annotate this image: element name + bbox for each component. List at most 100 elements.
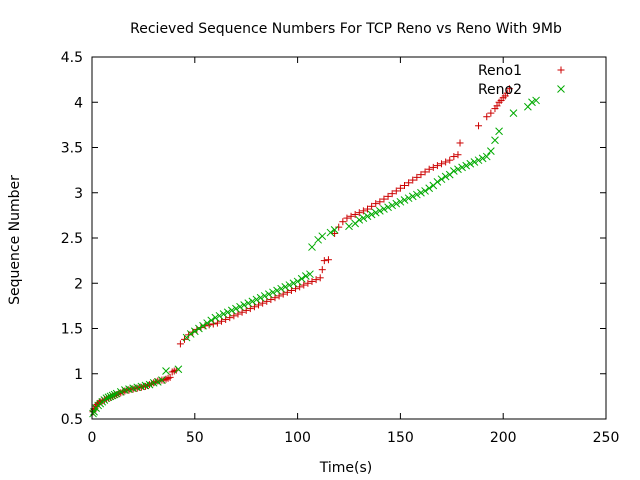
x-axis-label: Time(s): [319, 460, 372, 476]
data-point-reno1: [487, 109, 495, 117]
data-point-reno1: [267, 296, 275, 304]
data-point-reno2: [297, 274, 306, 283]
data-point-reno1: [355, 209, 363, 217]
data-point-reno1: [238, 308, 246, 316]
data-point-reno2: [306, 270, 314, 279]
chart-title: Recieved Sequence Numbers For TCP Reno v…: [130, 21, 562, 37]
data-point-reno1: [308, 277, 316, 285]
data-point-reno2: [236, 302, 244, 311]
data-point-reno1: [368, 202, 376, 210]
data-point-reno2: [158, 376, 166, 384]
data-point-reno2: [404, 194, 413, 203]
data-point-reno1: [343, 214, 351, 222]
data-point-reno1: [292, 285, 300, 293]
y-tick-label: 2: [74, 276, 83, 292]
data-point-reno1: [450, 153, 458, 161]
x-tick-label: 100: [284, 430, 311, 446]
data-point-reno2: [232, 304, 240, 313]
y-tick-label: 0.5: [61, 412, 83, 428]
data-point-reno2: [375, 206, 384, 215]
data-point-reno2: [482, 152, 491, 161]
legend: Reno1 Reno2: [478, 63, 565, 98]
legend-label-reno1: Reno1: [478, 63, 522, 79]
x-tick-label: 150: [387, 430, 414, 446]
data-point-reno2: [199, 321, 207, 330]
data-point-reno2: [470, 158, 479, 166]
x-tick-label: 250: [593, 430, 620, 446]
data-point-reno2: [106, 392, 115, 401]
data-point-reno2: [108, 391, 117, 400]
data-point-reno2: [215, 311, 224, 320]
data-point-reno1: [300, 281, 308, 289]
data-point-reno1: [331, 229, 339, 237]
data-point-reno2: [326, 228, 335, 237]
data-point-reno2: [318, 232, 327, 241]
data-point-reno1: [503, 89, 511, 97]
data-point-reno1: [271, 294, 279, 302]
data-point-reno2: [392, 199, 401, 208]
data-point-reno1: [275, 292, 283, 300]
legend-marker-reno2: [557, 85, 565, 93]
data-point-reno1: [335, 223, 343, 231]
data-point-reno2: [174, 365, 183, 374]
data-point-reno1: [376, 198, 384, 206]
data-point-reno2: [289, 279, 298, 288]
data-point-reno2: [528, 98, 536, 107]
data-point-reno2: [509, 109, 518, 117]
data-point-reno2: [256, 293, 265, 302]
data-point-reno1: [287, 286, 295, 294]
data-point-reno2: [223, 308, 232, 317]
data-point-reno1: [493, 102, 501, 110]
data-point-reno1: [176, 340, 184, 348]
data-point-reno2: [425, 184, 434, 193]
data-point-reno1: [483, 113, 491, 121]
data-point-reno1: [425, 165, 433, 173]
data-point-reno2: [412, 190, 421, 199]
data-point-reno2: [110, 390, 119, 399]
data-point-reno1: [324, 256, 332, 264]
data-point-reno2: [227, 306, 236, 315]
data-point-reno2: [396, 197, 405, 206]
data-point-reno2: [203, 319, 211, 327]
data-point-reno1: [429, 163, 437, 171]
data-point-reno1: [226, 314, 234, 322]
data-point-reno1: [413, 173, 421, 181]
data-point-reno2: [277, 284, 286, 293]
y-tick-label: 3.5: [61, 141, 83, 157]
axis-ticks: 0 50 100 150 200 250 0.5 1 1.5 2 2.5 3 3.5 4 4.5: [61, 50, 620, 446]
data-point-reno1: [279, 290, 287, 298]
y-tick-label: 4: [74, 95, 83, 111]
data-point-reno1: [296, 283, 304, 291]
x-tick-label: 200: [490, 430, 517, 446]
data-point-reno1: [283, 288, 291, 296]
plot-area: [89, 85, 540, 418]
data-point-reno1: [320, 257, 328, 265]
legend-label-reno2: Reno2: [478, 82, 522, 98]
data-point-reno2: [285, 281, 294, 289]
data-point-reno2: [102, 394, 111, 403]
data-point-reno2: [441, 172, 450, 181]
data-point-reno1: [384, 192, 392, 200]
data-point-reno1: [405, 179, 413, 187]
data-point-reno2: [273, 286, 281, 295]
data-point-reno2: [363, 212, 372, 221]
data-point-reno2: [264, 290, 273, 298]
data-point-reno1: [222, 315, 230, 323]
data-point-reno2: [330, 226, 339, 234]
data-point-reno1: [347, 212, 355, 220]
data-point-reno1: [304, 279, 312, 287]
data-point-reno2: [104, 393, 113, 402]
x-tick-label: 50: [186, 430, 204, 446]
data-point-reno2: [371, 208, 380, 217]
data-point-reno2: [345, 222, 353, 231]
data-point-reno1: [263, 297, 271, 305]
data-point-reno2: [211, 313, 220, 322]
data-point-reno1: [234, 310, 242, 318]
data-point-reno1: [456, 139, 464, 147]
x-tick-label: 0: [88, 430, 97, 446]
data-point-reno2: [190, 327, 199, 336]
data-point-reno1: [409, 176, 417, 184]
data-point-reno2: [89, 409, 97, 418]
data-point-reno1: [218, 317, 226, 325]
data-point-reno2: [260, 292, 269, 300]
